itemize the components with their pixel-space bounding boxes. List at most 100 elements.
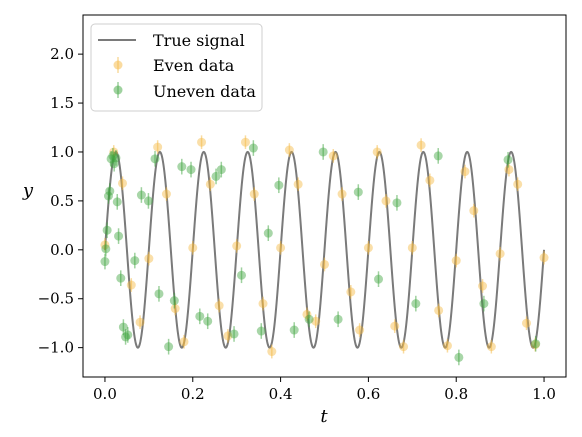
uneven-data-point xyxy=(164,342,174,352)
x-tick-label: 0.2 xyxy=(181,385,205,403)
y-axis-ticks: −1.0 −0.5 0.0 0.5 1.0 1.5 2.0 xyxy=(38,45,83,357)
uneven-data-point xyxy=(100,257,110,267)
even-data-point xyxy=(197,137,207,147)
x-tick-label: 0.0 xyxy=(93,385,117,403)
uneven-data-point xyxy=(108,151,118,161)
even-data-point xyxy=(223,331,233,341)
even-data-point xyxy=(495,249,505,259)
even-data-point xyxy=(276,243,286,253)
even-data-point xyxy=(337,189,347,199)
uneven-data-point xyxy=(177,162,187,172)
uneven-data-point xyxy=(256,326,266,336)
legend-box xyxy=(90,23,263,112)
uneven-data-point xyxy=(229,329,239,339)
uneven-data-point xyxy=(123,330,133,340)
uneven-data-point xyxy=(289,325,299,335)
uneven-data-point xyxy=(531,339,541,349)
y-tick-label: 0.5 xyxy=(50,192,74,210)
even-data-point xyxy=(153,142,163,152)
even-data-point xyxy=(416,140,426,150)
uneven-data-point xyxy=(263,228,273,238)
even-data-point xyxy=(425,175,435,185)
even-data-point xyxy=(451,256,461,266)
legend: True signal Even data Uneven data xyxy=(90,23,263,112)
even-data-point xyxy=(504,165,514,175)
even-data-point xyxy=(320,259,329,269)
even-data-point xyxy=(372,147,382,157)
uneven-data-point xyxy=(248,143,258,153)
even-data-point xyxy=(469,206,479,216)
even-data-point xyxy=(355,325,365,335)
even-data-point xyxy=(249,189,259,199)
even-data-point xyxy=(328,151,338,161)
uneven-data-point xyxy=(195,311,205,321)
even-data-point xyxy=(513,179,523,189)
uneven-data-point xyxy=(154,289,164,299)
even-data-point xyxy=(363,243,373,253)
uneven-data-point xyxy=(503,155,513,165)
uneven-data-point xyxy=(150,154,160,164)
uneven-data-layer xyxy=(100,140,541,366)
even-data-point xyxy=(258,299,268,309)
uneven-data-point xyxy=(111,153,121,163)
even-data-point xyxy=(161,189,171,199)
uneven-data-point xyxy=(114,231,124,241)
even-data-point xyxy=(381,196,391,206)
uneven-data-point xyxy=(118,322,128,332)
even-data-point xyxy=(478,281,488,291)
even-data-point xyxy=(188,243,198,253)
x-tick-label: 1.0 xyxy=(532,385,556,403)
legend-even-marker xyxy=(113,60,123,70)
uneven-data-point xyxy=(143,196,153,206)
even-data-point xyxy=(144,254,154,264)
y-tick-label: 2.0 xyxy=(50,45,74,63)
uneven-data-point xyxy=(203,316,213,326)
uneven-data-point xyxy=(186,165,196,175)
even-data-point xyxy=(205,179,215,189)
even-data-point xyxy=(118,178,128,188)
even-data-point xyxy=(539,253,549,263)
even-data-point xyxy=(170,304,180,314)
true-signal-line xyxy=(103,150,546,349)
even-data-point xyxy=(390,321,400,331)
even-data-point xyxy=(407,243,417,253)
uneven-data-point xyxy=(374,274,384,284)
uneven-data-point xyxy=(479,299,489,309)
uneven-data-point xyxy=(112,197,122,207)
uneven-data-point xyxy=(105,186,115,196)
even-data-point xyxy=(346,287,356,297)
even-data-point xyxy=(135,317,145,327)
uneven-data-point xyxy=(454,352,464,362)
y-tick-label: −1.0 xyxy=(38,339,74,357)
even-data-layer xyxy=(100,135,549,359)
uneven-data-point xyxy=(136,190,146,200)
uneven-data-point xyxy=(130,256,140,266)
even-data-point xyxy=(521,318,531,328)
y-axis-label: y xyxy=(22,180,34,201)
uneven-data-point xyxy=(237,270,247,280)
even-data-point xyxy=(486,342,496,352)
even-data-point xyxy=(267,347,277,357)
x-tick-label: 0.6 xyxy=(356,385,380,403)
legend-true-signal-label: True signal xyxy=(153,31,245,50)
even-data-point xyxy=(284,145,294,155)
even-data-point xyxy=(179,337,189,347)
uneven-data-point xyxy=(392,198,402,208)
even-data-point xyxy=(311,316,321,326)
legend-uneven-marker xyxy=(113,85,123,95)
legend-even-label: Even data xyxy=(153,56,235,75)
uneven-data-point xyxy=(411,299,421,309)
even-data-point xyxy=(126,280,136,290)
uneven-data-point xyxy=(103,191,113,201)
even-data-point xyxy=(460,167,470,177)
uneven-data-point xyxy=(101,244,111,254)
legend-uneven-label: Uneven data xyxy=(153,82,256,101)
uneven-data-point xyxy=(274,180,284,190)
uneven-data-point xyxy=(116,273,126,283)
axes-frame xyxy=(82,14,567,378)
even-data-point xyxy=(434,305,444,315)
uneven-data-point xyxy=(433,151,443,161)
uneven-data-point xyxy=(216,165,226,175)
x-axis-label: t xyxy=(320,406,328,427)
